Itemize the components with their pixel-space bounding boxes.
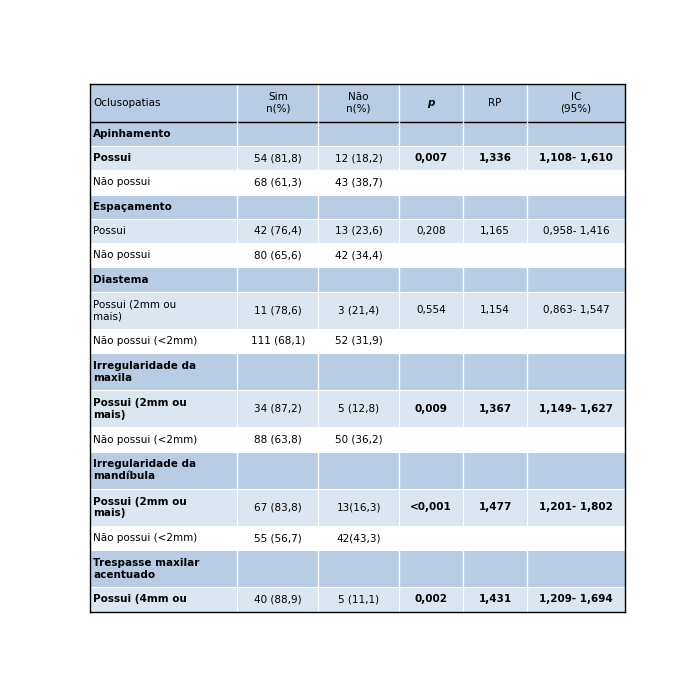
Text: 0,002: 0,002 bbox=[415, 594, 447, 605]
Bar bbox=[90, 292, 625, 329]
Text: 12 (18,2): 12 (18,2) bbox=[335, 153, 383, 163]
Text: 1,477: 1,477 bbox=[478, 502, 512, 512]
Text: Possui: Possui bbox=[93, 226, 126, 236]
Text: 13 (23,6): 13 (23,6) bbox=[335, 226, 383, 236]
Bar bbox=[90, 195, 625, 219]
Text: 1,367: 1,367 bbox=[479, 404, 512, 414]
Text: 68 (61,3): 68 (61,3) bbox=[254, 177, 302, 188]
Bar bbox=[90, 219, 625, 243]
Text: RP: RP bbox=[489, 98, 502, 108]
Text: p: p bbox=[427, 98, 435, 108]
Text: 1,165: 1,165 bbox=[480, 226, 510, 236]
Text: 111 (68,1): 111 (68,1) bbox=[251, 336, 305, 346]
Text: 0,554: 0,554 bbox=[416, 305, 446, 316]
Text: Possui (4mm ou: Possui (4mm ou bbox=[93, 594, 187, 605]
Text: Não
n(%): Não n(%) bbox=[346, 92, 371, 114]
Text: 0,208: 0,208 bbox=[416, 226, 446, 236]
Text: 55 (56,7): 55 (56,7) bbox=[254, 533, 302, 543]
Text: Possui (2mm ou
mais): Possui (2mm ou mais) bbox=[93, 398, 187, 420]
Text: Diastema: Diastema bbox=[93, 275, 148, 284]
Text: 34 (87,2): 34 (87,2) bbox=[254, 404, 302, 414]
Text: Oclusopatias: Oclusopatias bbox=[93, 98, 160, 108]
Text: Espaçamento: Espaçamento bbox=[93, 202, 172, 212]
Text: 3 (21,4): 3 (21,4) bbox=[338, 305, 379, 316]
Bar bbox=[90, 329, 625, 353]
Text: Não possui (<2mm): Não possui (<2mm) bbox=[93, 434, 197, 445]
Text: 1,149- 1,627: 1,149- 1,627 bbox=[539, 404, 613, 414]
Text: Sim
n(%): Sim n(%) bbox=[266, 92, 290, 114]
Text: 67 (83,8): 67 (83,8) bbox=[254, 502, 302, 512]
Text: <0,001: <0,001 bbox=[410, 502, 452, 512]
Bar bbox=[90, 550, 625, 587]
Text: IC
(95%): IC (95%) bbox=[560, 92, 592, 114]
Text: 80 (65,6): 80 (65,6) bbox=[254, 250, 302, 260]
Text: Apinhamento: Apinhamento bbox=[93, 129, 171, 139]
Text: 52 (31,9): 52 (31,9) bbox=[335, 336, 383, 346]
Text: 5 (12,8): 5 (12,8) bbox=[338, 404, 379, 414]
Text: 5 (11,1): 5 (11,1) bbox=[338, 594, 379, 605]
Text: 13(16,3): 13(16,3) bbox=[337, 502, 381, 512]
Text: 54 (81,8): 54 (81,8) bbox=[254, 153, 302, 163]
Text: 0,863- 1,547: 0,863- 1,547 bbox=[542, 305, 609, 316]
Text: 1,154: 1,154 bbox=[480, 305, 510, 316]
Text: 1,336: 1,336 bbox=[479, 153, 512, 163]
Text: 42 (76,4): 42 (76,4) bbox=[254, 226, 302, 236]
Text: Não possui: Não possui bbox=[93, 250, 151, 260]
Bar bbox=[90, 268, 625, 292]
Text: 1,108- 1,610: 1,108- 1,610 bbox=[539, 153, 613, 163]
Bar bbox=[90, 489, 625, 526]
Text: 43 (38,7): 43 (38,7) bbox=[335, 177, 383, 188]
Text: Trespasse maxilar
acentuado: Trespasse maxilar acentuado bbox=[93, 558, 199, 580]
Text: Irregularidade da
mandíbula: Irregularidade da mandíbula bbox=[93, 459, 196, 481]
Text: Possui: Possui bbox=[93, 153, 131, 163]
Text: 50 (36,2): 50 (36,2) bbox=[335, 434, 383, 445]
Bar bbox=[90, 146, 625, 170]
Text: 42(43,3): 42(43,3) bbox=[337, 533, 381, 543]
Text: 1,209- 1,694: 1,209- 1,694 bbox=[539, 594, 613, 605]
Bar bbox=[90, 85, 625, 122]
Text: 88 (63,8): 88 (63,8) bbox=[254, 434, 302, 445]
Text: 1,201- 1,802: 1,201- 1,802 bbox=[539, 502, 613, 512]
Bar bbox=[90, 427, 625, 452]
Bar bbox=[90, 452, 625, 489]
Bar bbox=[90, 122, 625, 146]
Text: Possui (2mm ou
mais): Possui (2mm ou mais) bbox=[93, 300, 176, 321]
Bar bbox=[90, 526, 625, 550]
Text: Não possui (<2mm): Não possui (<2mm) bbox=[93, 533, 197, 543]
Text: 42 (34,4): 42 (34,4) bbox=[335, 250, 383, 260]
Text: 0,009: 0,009 bbox=[415, 404, 447, 414]
Bar bbox=[90, 170, 625, 195]
Text: 0,007: 0,007 bbox=[415, 153, 447, 163]
Text: Irregularidade da
maxila: Irregularidade da maxila bbox=[93, 361, 196, 382]
Bar bbox=[90, 587, 625, 612]
Text: Não possui: Não possui bbox=[93, 177, 151, 188]
Text: 0,958- 1,416: 0,958- 1,416 bbox=[542, 226, 609, 236]
Text: 11 (78,6): 11 (78,6) bbox=[254, 305, 302, 316]
Text: Não possui (<2mm): Não possui (<2mm) bbox=[93, 336, 197, 346]
Text: 40 (88,9): 40 (88,9) bbox=[254, 594, 302, 605]
Bar bbox=[90, 243, 625, 268]
Bar bbox=[90, 353, 625, 391]
Bar bbox=[90, 391, 625, 427]
Text: Possui (2mm ou
mais): Possui (2mm ou mais) bbox=[93, 496, 187, 518]
Text: 1,431: 1,431 bbox=[479, 594, 512, 605]
